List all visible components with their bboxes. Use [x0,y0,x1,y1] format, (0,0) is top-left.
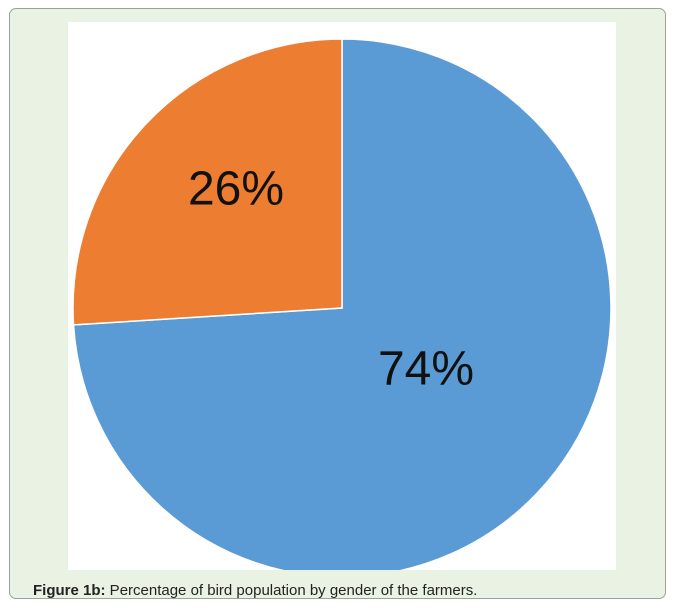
pie-slice-26 [72,38,343,326]
caption-label: Figure 1b: [33,582,106,599]
pie-chart: 74% 26% [68,22,616,570]
pie-chart-svg: 74% 26% [72,38,612,570]
pie-slice-label-74: 74% [378,343,474,396]
caption-text: Percentage of bird population by gender … [105,582,478,599]
pie-slice-label-26: 26% [188,163,284,216]
figure-caption: Figure 1b: Percentage of bird population… [33,582,477,599]
